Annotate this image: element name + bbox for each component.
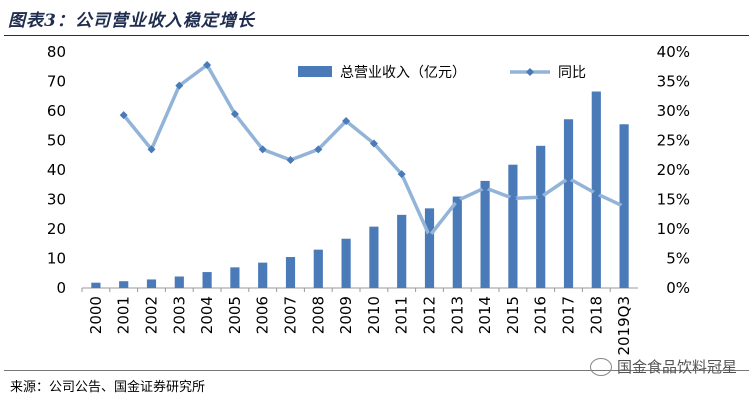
yoy-point — [425, 232, 434, 241]
legend-bar-label: 总营业收入（亿元） — [340, 65, 466, 81]
x-tick-label: 2003 — [170, 296, 188, 334]
title-rule — [4, 35, 749, 36]
footer-rule — [4, 370, 749, 371]
yoy-point — [147, 145, 156, 154]
x-tick-label: 2014 — [476, 296, 494, 334]
yoy-point — [620, 202, 629, 211]
yoy-line — [122, 63, 625, 238]
yoy-point — [508, 194, 517, 203]
y-right-tick-label: 15% — [657, 191, 690, 209]
yoy-point — [453, 196, 462, 205]
y-right-tick-label: 25% — [657, 132, 690, 150]
x-tick-label: 2008 — [309, 296, 327, 334]
x-tick-label: 2018 — [587, 296, 605, 334]
bar-series — [91, 91, 629, 289]
watermark-text: 国金食品饮料冠星 — [616, 358, 737, 376]
y-right-tick-label: 30% — [657, 102, 690, 120]
y-left-tick-label: 0 — [56, 279, 66, 297]
revenue-bar — [397, 214, 407, 288]
y-left-tick-label: 40 — [47, 161, 66, 179]
yoy-point — [536, 193, 545, 202]
source-note: 来源：公司公告、国金证券研究所 — [10, 380, 206, 395]
revenue-bar — [146, 279, 157, 288]
x-tick-label: 2015 — [504, 296, 522, 334]
x-tick-label: 2006 — [254, 296, 272, 334]
yoy-point — [175, 81, 184, 90]
revenue-bar — [202, 272, 212, 288]
y-right-tick-label: 35% — [657, 73, 690, 91]
revenue-bar — [536, 145, 546, 288]
yoy-point — [342, 117, 351, 126]
y-right-tick-label: 40% — [657, 43, 690, 61]
revenue-bar — [424, 208, 435, 288]
revenue-bar — [91, 282, 101, 288]
x-tick-label: 2001 — [115, 296, 133, 334]
x-tick-label: 2016 — [532, 296, 550, 334]
yoy-point — [203, 60, 212, 69]
y-right-tick-label: 20% — [657, 161, 690, 179]
x-tick-label: 2002 — [143, 296, 161, 334]
x-tick-label: 2010 — [365, 296, 383, 334]
x-tick-label: 2012 — [421, 296, 439, 334]
yoy-point — [564, 174, 573, 183]
chart-axes: 0 10 20 30 40 50 60 70 80 0% 5% 10% 15% 20% 25% 30% 35% 4… — [47, 43, 690, 356]
yoy-point — [481, 183, 490, 192]
x-tick-label: 2009 — [337, 296, 355, 334]
yoy-point — [369, 139, 378, 148]
revenue-bar — [563, 119, 574, 288]
revenue-chart: 0 10 20 30 40 50 60 70 80 0% 5% 10% 15% 20% 25% 30% 35% 4… — [47, 43, 690, 356]
legend-line-label: 同比 — [558, 65, 586, 81]
chart-legend: 总营业收入（亿元） 同比 — [298, 65, 586, 81]
y-right-tick-label: 5% — [666, 250, 690, 268]
y-left-tick-label: 10 — [47, 250, 66, 268]
x-tick-label: 2004 — [198, 296, 216, 334]
y-left-tick-label: 20 — [47, 220, 66, 238]
y-left-tick-label: 50 — [47, 132, 66, 150]
yoy-point — [286, 155, 295, 164]
yoy-point — [592, 189, 601, 198]
revenue-bar — [369, 226, 379, 288]
watermark: 国金食品饮料冠星 — [589, 356, 737, 377]
revenue-bar — [452, 196, 462, 288]
chart-title: 图表3：公司营业收入稳定增长 — [8, 11, 255, 31]
revenue-bar — [258, 262, 268, 288]
x-tick-label: 2019Q3 — [615, 296, 633, 356]
x-tick-label: 2013 — [448, 296, 466, 334]
revenue-bar — [119, 281, 129, 288]
yoy-point — [397, 170, 406, 179]
legend-line-marker — [526, 68, 534, 76]
y-left-tick-label: 80 — [47, 43, 66, 61]
revenue-bar — [230, 267, 240, 288]
revenue-bar — [508, 164, 518, 288]
x-tick-label: 2011 — [393, 296, 411, 334]
y-left-tick-label: 60 — [47, 102, 66, 120]
y-left-tick-label: 70 — [47, 73, 66, 91]
yoy-point — [230, 109, 239, 118]
yoy-point — [314, 145, 323, 154]
x-tick-label: 2000 — [87, 296, 105, 334]
revenue-bar — [480, 180, 490, 288]
yoy-point — [119, 111, 128, 120]
y-right-tick-label: 10% — [657, 220, 690, 238]
revenue-bar — [341, 238, 351, 288]
revenue-bar — [285, 257, 296, 288]
yoy-point — [258, 145, 267, 154]
line-series — [119, 60, 629, 241]
y-left-tick-label: 30 — [47, 191, 66, 209]
revenue-bar — [174, 276, 184, 288]
legend-bar-swatch — [298, 66, 332, 77]
revenue-bar — [313, 249, 323, 288]
x-tick-label: 2007 — [282, 296, 300, 334]
wechat-icon — [589, 357, 612, 376]
x-tick-label: 2005 — [226, 296, 244, 334]
y-right-tick-label: 0% — [666, 279, 690, 297]
x-tick-label: 2017 — [560, 296, 578, 334]
